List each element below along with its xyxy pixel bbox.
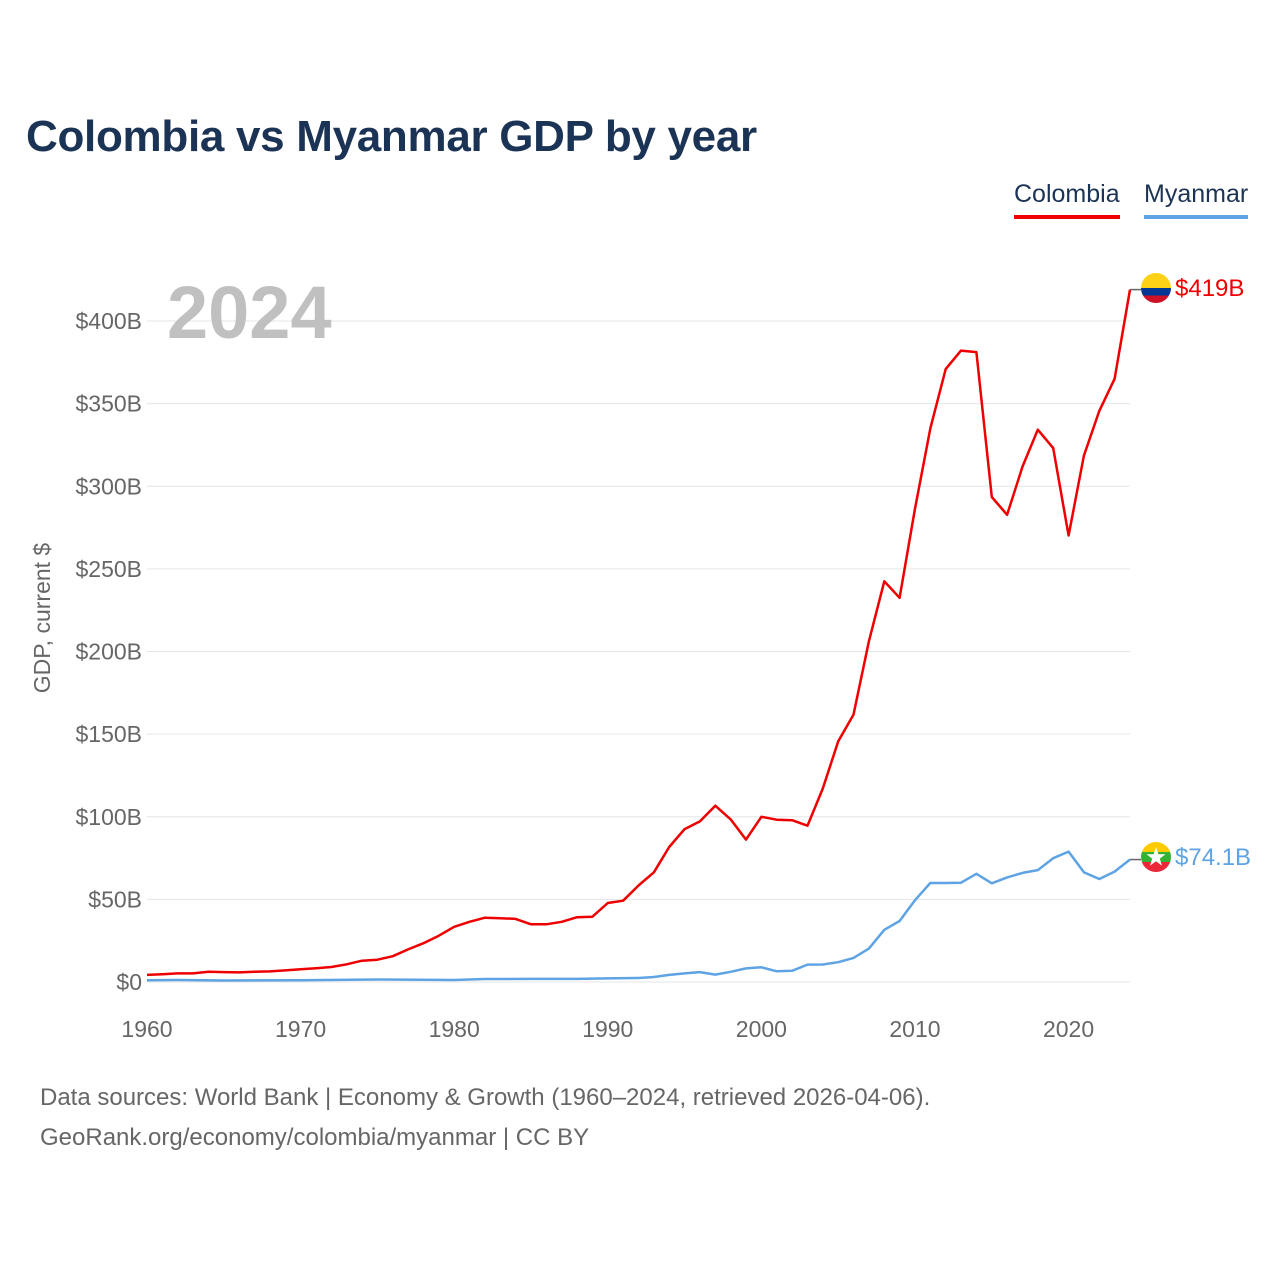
x-tick-label: 1980 bbox=[429, 1016, 480, 1042]
myanmar-end-value: $74.1B bbox=[1175, 844, 1251, 871]
y-tick-label: $50B bbox=[88, 886, 142, 912]
chart-title: Colombia vs Myanmar GDP by year bbox=[26, 112, 757, 161]
colombia-end-value: $419B bbox=[1175, 275, 1244, 302]
x-tick-label: 1960 bbox=[121, 1016, 172, 1042]
y-axis-label: GDP, current $ bbox=[29, 543, 55, 694]
grid-lines bbox=[147, 320, 1130, 983]
y-tick-label: $250B bbox=[75, 556, 142, 582]
footer-attribution: GeoRank.org/economy/colombia/myanmar | C… bbox=[40, 1124, 590, 1151]
x-tick-label: 1990 bbox=[582, 1016, 633, 1042]
myanmar-series-line bbox=[146, 850, 1131, 982]
x-tick-label: 2020 bbox=[1043, 1016, 1094, 1042]
footer-sources: Data sources: World Bank | Economy & Gro… bbox=[40, 1084, 931, 1111]
year-watermark: 2024 bbox=[167, 271, 332, 354]
colombia-series-line bbox=[146, 289, 1132, 977]
legend-swatch-colombia bbox=[1014, 215, 1120, 219]
x-tick-label: 2010 bbox=[889, 1016, 940, 1042]
y-tick-label: $350B bbox=[75, 391, 142, 417]
y-tick-label: $400B bbox=[75, 308, 142, 334]
y-tick-label: $200B bbox=[75, 639, 142, 665]
legend-swatch-myanmar bbox=[1144, 215, 1249, 219]
y-tick-label: $100B bbox=[75, 804, 142, 830]
y-tick-label: $150B bbox=[75, 721, 142, 747]
legend-item-myanmar[interactable]: Myanmar bbox=[1144, 180, 1249, 219]
x-axis-ticks: 1960 1970 1980 1990 2000 2010 2020 bbox=[121, 1016, 1094, 1042]
x-tick-label: 2000 bbox=[736, 1016, 787, 1042]
legend-label-myanmar: Myanmar bbox=[1144, 180, 1249, 208]
legend-item-colombia[interactable]: Colombia bbox=[1014, 180, 1120, 219]
x-tick-label: 1970 bbox=[275, 1016, 326, 1042]
y-axis-ticks: $0 $50B $100B $150B $200B $250B $300B $350B $400… bbox=[75, 308, 142, 995]
myanmar-flag-icon bbox=[1141, 842, 1171, 872]
y-tick-label: $0 bbox=[116, 969, 142, 995]
legend-label-colombia: Colombia bbox=[1014, 180, 1120, 208]
y-tick-label: $300B bbox=[75, 473, 142, 499]
colombia-flag-icon bbox=[1141, 273, 1171, 303]
